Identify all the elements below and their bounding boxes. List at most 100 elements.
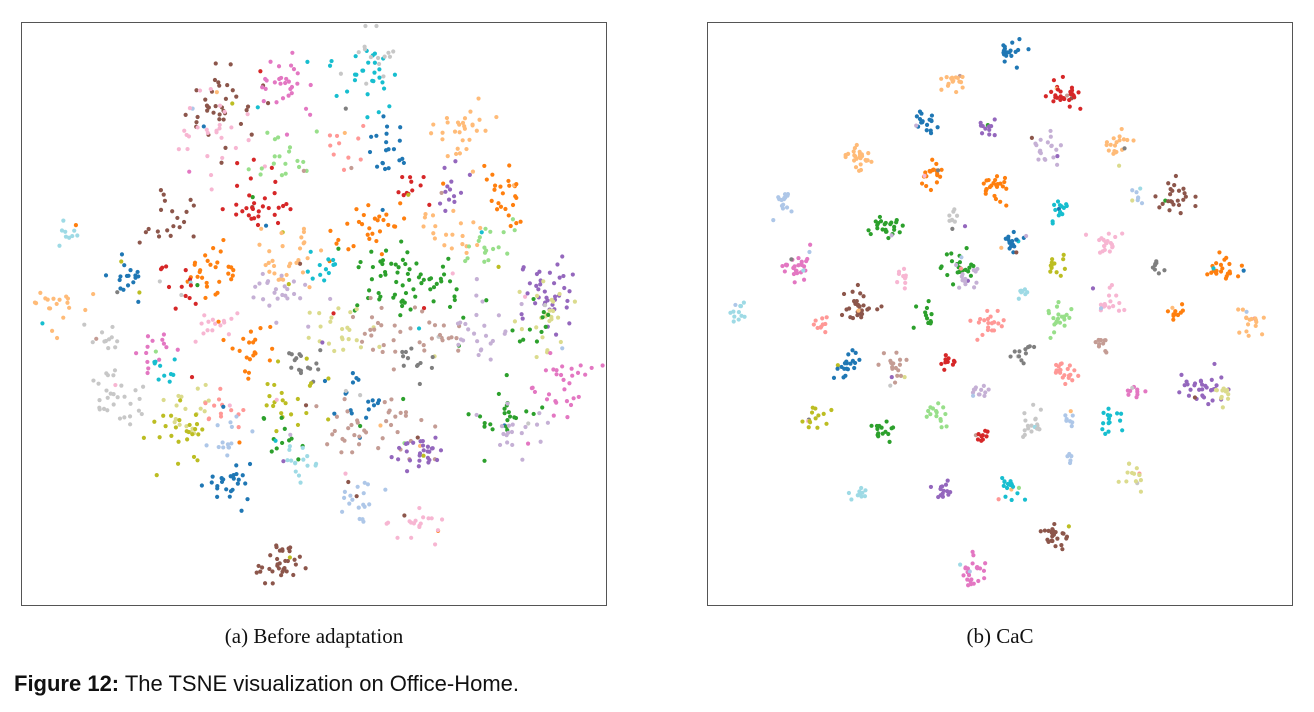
scatter-point (526, 421, 531, 426)
scatter-point (1111, 304, 1116, 309)
scatter-point (502, 411, 507, 416)
scatter-point (520, 457, 525, 462)
cluster (978, 117, 997, 138)
scatter-point (1108, 240, 1113, 246)
scatter-point (279, 230, 284, 236)
scatter-point (1260, 332, 1265, 337)
scatter-point (287, 444, 292, 449)
cluster (970, 383, 991, 399)
scatter-point (198, 406, 203, 411)
scatter-point (277, 76, 282, 82)
scatter-point (492, 187, 497, 192)
scatter-point (1033, 417, 1038, 422)
scatter-point (219, 135, 224, 140)
scatter-point (429, 516, 434, 521)
scatter-point (431, 231, 436, 236)
scatter-point (835, 366, 840, 371)
cluster (846, 485, 868, 502)
scatter-point (343, 471, 348, 476)
scatter-point (1058, 97, 1063, 103)
scatter-point (1065, 454, 1070, 459)
scatter-point (860, 490, 865, 495)
scatter-point (1056, 312, 1061, 317)
scatter-point (943, 353, 948, 358)
scatter-point (507, 163, 512, 168)
scatter-point (863, 157, 868, 163)
scatter-point (175, 215, 180, 221)
scatter-point (326, 257, 331, 262)
scatter-point (943, 411, 948, 417)
scatter-point (1059, 204, 1064, 209)
scatter-point (153, 359, 158, 364)
scatter-point (1017, 349, 1022, 354)
scatter-point (176, 147, 181, 152)
scatter-point (1056, 213, 1061, 218)
scatter-point (274, 397, 279, 402)
scatter-point (543, 368, 548, 373)
scatter-point (789, 257, 794, 262)
scatter-point (298, 296, 303, 301)
scatter-point (403, 410, 409, 415)
scatter-point (208, 86, 213, 92)
scatter-point (1220, 388, 1225, 393)
scatter-point (545, 420, 550, 425)
scatter-point (789, 209, 794, 214)
scatter-point (1137, 472, 1142, 478)
scatter-point (303, 282, 308, 287)
scatter-point (345, 221, 350, 226)
scatter-point (437, 332, 443, 338)
cluster (157, 264, 198, 311)
scatter-point (326, 376, 331, 381)
scatter-point (1226, 392, 1231, 397)
scatter-point (33, 301, 39, 306)
scatter-point (215, 260, 220, 265)
scatter-point (934, 161, 939, 167)
scatter-point (1152, 267, 1157, 272)
scatter-point (258, 569, 263, 574)
scatter-point (284, 272, 289, 278)
scatter-point (900, 223, 905, 228)
cluster (728, 300, 747, 324)
scatter-point (342, 397, 347, 402)
scatter-point (267, 303, 272, 308)
scatter-point (238, 121, 244, 127)
scatter-point (223, 96, 228, 101)
scatter-point (1055, 162, 1060, 167)
scatter-point (368, 295, 373, 301)
scatter-point (857, 357, 862, 362)
scatter-point (193, 412, 198, 417)
scatter-point (994, 182, 999, 187)
scatter-point (1111, 136, 1116, 141)
scatter-point (489, 198, 494, 203)
scatter-point (982, 318, 987, 323)
scatter-point (267, 358, 272, 363)
scatter-point (343, 388, 348, 394)
scatter-point (445, 154, 450, 159)
scatter-point (894, 350, 899, 355)
scatter-point (201, 124, 206, 129)
subcaption-b: (b) CaC (966, 624, 1034, 648)
scatter-point (340, 509, 345, 514)
scatter-point (331, 311, 336, 316)
scatter-point (365, 482, 371, 487)
scatter-point (422, 348, 427, 353)
scatter-point (892, 227, 897, 232)
scatter-point (457, 151, 462, 156)
scatter-point (384, 419, 389, 424)
scatter-point (357, 516, 362, 522)
scatter-point (974, 280, 979, 285)
scatter-point (263, 86, 268, 91)
scatter-point (1225, 396, 1231, 401)
scatter-point (288, 432, 293, 437)
scatter-point (176, 393, 181, 399)
scatter-point (393, 262, 398, 267)
scatter-point (288, 63, 294, 68)
scatter-point (478, 225, 483, 231)
scatter-point (256, 563, 261, 569)
scatter-point (861, 294, 866, 299)
scatter-point (505, 440, 510, 445)
scatter-point (476, 352, 481, 358)
scatter-point (288, 207, 293, 212)
scatter-point (283, 80, 288, 86)
scatter-point (476, 96, 481, 101)
